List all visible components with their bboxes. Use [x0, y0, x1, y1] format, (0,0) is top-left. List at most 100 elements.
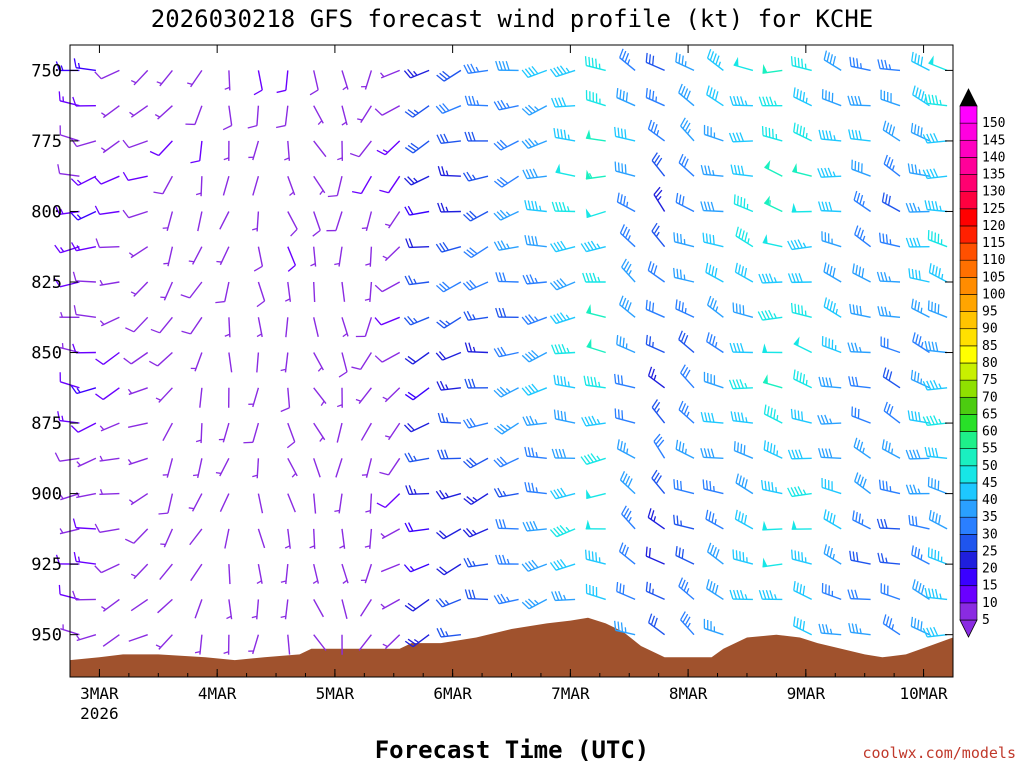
barb-flag: [913, 371, 917, 381]
wind-barb: [495, 60, 519, 72]
wind-barb: [219, 211, 230, 230]
wind-barb: [761, 126, 783, 142]
wind-barb: [404, 140, 430, 154]
barb-flag: [562, 448, 567, 459]
barb-flag: [758, 96, 763, 106]
barb-half-flag: [445, 206, 449, 212]
barb-flag: [799, 619, 802, 630]
barb-half-flag: [941, 273, 944, 280]
barb-flag: [463, 558, 469, 568]
wind-barb: [911, 51, 930, 72]
wind-barb: [72, 518, 96, 530]
barb-staff: [133, 528, 149, 544]
barb-flag: [462, 172, 470, 182]
y-tick-label: 850: [31, 344, 62, 364]
barb-flag: [856, 552, 859, 562]
barb-flag: [931, 341, 935, 352]
wind-barb: [280, 564, 289, 585]
barb-flag: [827, 167, 833, 177]
barb-flag: [493, 101, 500, 111]
barb-flag: [884, 194, 888, 204]
barb-flag: [407, 522, 414, 532]
barb-flag: [937, 233, 940, 244]
barb-flag: [736, 96, 741, 106]
wind-barb: [493, 209, 519, 221]
barb-staff: [190, 316, 203, 335]
barb-flag: [621, 163, 624, 173]
barb-flag: [73, 58, 77, 68]
barb-flag: [886, 403, 891, 414]
barb-flag: [706, 295, 712, 306]
wind-barb: [522, 168, 547, 180]
colorbar-label: 100: [982, 287, 1005, 302]
y-tick-label: 875: [31, 414, 62, 434]
barb-flag: [739, 343, 745, 353]
barb-half-flag: [224, 86, 230, 90]
barb-half-flag: [99, 425, 105, 431]
barb-flag: [645, 334, 648, 345]
barb-flag: [882, 233, 885, 244]
barb-flag: [817, 415, 822, 425]
barb-half-flag: [656, 130, 660, 136]
barb-staff: [100, 69, 120, 80]
wind-barb: [553, 409, 576, 424]
barb-flag: [436, 284, 444, 293]
barb-flag: [122, 171, 129, 181]
barb-half-flag: [687, 128, 691, 135]
barb-half-flag: [802, 242, 807, 248]
barb-flag: [711, 89, 716, 99]
barb-flag: [624, 129, 627, 139]
barb-flag: [714, 91, 719, 101]
barb-flag: [853, 190, 858, 201]
wind-barb: [70, 175, 97, 186]
barb-flag: [885, 481, 888, 491]
barb-flag: [675, 52, 678, 63]
barb-flag: [821, 201, 826, 211]
barb-staff: [157, 598, 173, 614]
barb-flag: [312, 229, 321, 237]
barb-flag: [924, 94, 928, 104]
barb-flag: [832, 267, 836, 278]
wind-barb: [924, 446, 948, 459]
colorbar-swatch: [959, 396, 978, 415]
barb-staff: [162, 422, 174, 442]
barb-flag: [439, 319, 448, 327]
barb-flag: [739, 551, 741, 561]
barb-flag: [625, 475, 631, 485]
wind-barb: [522, 415, 547, 427]
barb-flag: [439, 380, 446, 390]
barb-flag: [832, 514, 836, 525]
barb-flag: [584, 56, 587, 66]
barb-half-flag: [99, 320, 105, 325]
barb-flag: [620, 622, 624, 632]
barb-staff: [102, 140, 120, 154]
barb-flag: [847, 342, 852, 352]
colorbar-swatch: [959, 516, 978, 535]
barb-flag: [794, 56, 797, 67]
barb-flag: [158, 512, 168, 515]
colorbar-swatch: [959, 259, 978, 278]
barb-flag: [737, 165, 741, 175]
barb-staff: [287, 387, 291, 408]
barb-pennant: [762, 557, 768, 567]
wind-barb: [763, 195, 783, 213]
wind-barb: [585, 169, 606, 180]
barb-flag: [825, 337, 827, 347]
barb-flag: [735, 550, 738, 560]
barb-staff: [336, 176, 343, 196]
barb-half-flag: [680, 520, 683, 526]
barb-staff: [381, 105, 401, 116]
barb-half-flag: [155, 397, 162, 401]
barb-flag: [464, 378, 469, 389]
barb-staff: [257, 246, 264, 267]
barb-flag: [787, 487, 793, 497]
barb-flag: [802, 621, 806, 631]
barb-flag: [883, 401, 888, 412]
barb-half-flag: [61, 415, 64, 422]
wind-barb: [823, 297, 842, 318]
colorbar-label: 10: [982, 596, 998, 611]
barb-flag: [887, 195, 891, 206]
barb-flag: [553, 409, 557, 420]
barb-half-flag: [920, 342, 924, 348]
barb-flag: [650, 263, 655, 273]
